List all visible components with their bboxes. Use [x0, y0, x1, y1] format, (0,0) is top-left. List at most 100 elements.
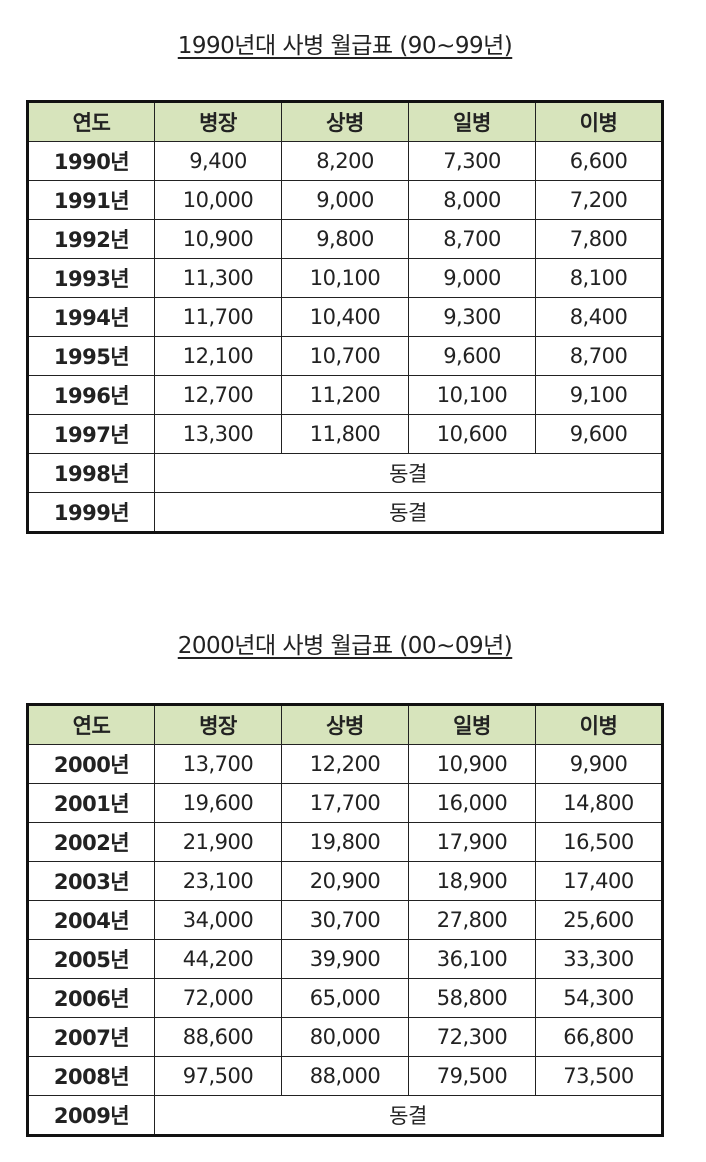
- header-row: 연도 병장 상병 일병 이병: [27, 704, 663, 745]
- year-cell: 1995년: [27, 336, 155, 376]
- salary-cell: 16,500: [535, 822, 663, 862]
- salary-cell: 13,300: [154, 414, 282, 454]
- salary-cell: 10,100: [281, 258, 409, 298]
- salary-cell: 88,000: [281, 1056, 409, 1096]
- header-row: 연도 병장 상병 일병 이병: [27, 101, 663, 142]
- salary-table-1990s: 연도 병장 상병 일병 이병 1990년 9,400 8,200 7,300 6,600 1991년…: [26, 100, 664, 534]
- salary-cell: 16,000: [408, 783, 536, 823]
- column-header: 상병: [281, 704, 409, 745]
- table-row: 2000년 13,700 12,200 10,900 9,900: [27, 744, 663, 784]
- year-cell: 2008년: [27, 1056, 155, 1096]
- salary-cell: 21,900: [154, 822, 282, 862]
- salary-cell: 73,500: [535, 1056, 663, 1096]
- year-cell: 2005년: [27, 939, 155, 979]
- table-title-2000s: 2000년대 사병 월급표 (00~09년): [177, 633, 513, 659]
- year-cell: 1991년: [27, 180, 155, 220]
- salary-cell: 10,000: [154, 180, 282, 220]
- salary-cell: 39,900: [281, 939, 409, 979]
- salary-cell: 8,100: [535, 258, 663, 298]
- salary-cell: 17,700: [281, 783, 409, 823]
- table-row: 2008년 97,500 88,000 79,500 73,500: [27, 1056, 663, 1096]
- table-row: 2009년 동결: [27, 1095, 663, 1136]
- year-cell: 1992년: [27, 219, 155, 259]
- year-cell: 1996년: [27, 375, 155, 415]
- salary-cell: 27,800: [408, 900, 536, 940]
- frozen-cell: 동결: [154, 453, 663, 493]
- year-cell: 2007년: [27, 1017, 155, 1057]
- salary-cell: 19,800: [281, 822, 409, 862]
- salary-cell: 80,000: [281, 1017, 409, 1057]
- column-header: 연도: [27, 101, 155, 142]
- salary-cell: 9,100: [535, 375, 663, 415]
- salary-cell: 58,800: [408, 978, 536, 1018]
- table-row: 2004년 34,000 30,700 27,800 25,600: [27, 900, 663, 940]
- table-row: 2002년 21,900 19,800 17,900 16,500: [27, 822, 663, 862]
- salary-cell: 10,600: [408, 414, 536, 454]
- salary-cell: 34,000: [154, 900, 282, 940]
- salary-cell: 8,700: [408, 219, 536, 259]
- salary-cell: 66,800: [535, 1017, 663, 1057]
- table-row: 1994년 11,700 10,400 9,300 8,400: [27, 297, 663, 337]
- year-cell: 2004년: [27, 900, 155, 940]
- salary-cell: 9,600: [408, 336, 536, 376]
- salary-cell: 11,300: [154, 258, 282, 298]
- table-title-1990s: 1990년대 사병 월급표 (90~99년): [177, 33, 513, 59]
- column-header: 이병: [535, 704, 663, 745]
- table-row: 1991년 10,000 9,000 8,000 7,200: [27, 180, 663, 220]
- table-row: 2005년 44,200 39,900 36,100 33,300: [27, 939, 663, 979]
- table-row: 2003년 23,100 20,900 18,900 17,400: [27, 861, 663, 901]
- salary-cell: 18,900: [408, 861, 536, 901]
- year-cell: 2002년: [27, 822, 155, 862]
- salary-cell: 12,700: [154, 375, 282, 415]
- salary-cell: 44,200: [154, 939, 282, 979]
- table-row: 1995년 12,100 10,700 9,600 8,700: [27, 336, 663, 376]
- salary-cell: 8,700: [535, 336, 663, 376]
- year-cell: 2009년: [27, 1095, 155, 1136]
- year-cell: 1999년: [27, 492, 155, 533]
- salary-cell: 10,900: [408, 744, 536, 784]
- salary-cell: 11,700: [154, 297, 282, 337]
- column-header: 일병: [408, 101, 536, 142]
- salary-cell: 36,100: [408, 939, 536, 979]
- salary-cell: 11,800: [281, 414, 409, 454]
- table-row: 1999년 동결: [27, 492, 663, 533]
- salary-cell: 12,100: [154, 336, 282, 376]
- table-row: 2007년 88,600 80,000 72,300 66,800: [27, 1017, 663, 1057]
- salary-cell: 10,100: [408, 375, 536, 415]
- table-row: 2006년 72,000 65,000 58,800 54,300: [27, 978, 663, 1018]
- salary-cell: 10,700: [281, 336, 409, 376]
- salary-cell: 9,900: [535, 744, 663, 784]
- frozen-cell: 동결: [154, 492, 663, 533]
- salary-cell: 20,900: [281, 861, 409, 901]
- year-cell: 1990년: [27, 141, 155, 181]
- salary-cell: 13,700: [154, 744, 282, 784]
- salary-cell: 9,000: [408, 258, 536, 298]
- salary-cell: 65,000: [281, 978, 409, 1018]
- salary-cell: 12,200: [281, 744, 409, 784]
- column-header: 상병: [281, 101, 409, 142]
- year-cell: 2001년: [27, 783, 155, 823]
- salary-cell: 11,200: [281, 375, 409, 415]
- year-cell: 2000년: [27, 744, 155, 784]
- year-cell: 1994년: [27, 297, 155, 337]
- salary-cell: 9,000: [281, 180, 409, 220]
- table-row: 1997년 13,300 11,800 10,600 9,600: [27, 414, 663, 454]
- salary-cell: 79,500: [408, 1056, 536, 1096]
- salary-cell: 72,000: [154, 978, 282, 1018]
- salary-table-2000s: 연도 병장 상병 일병 이병 2000년 13,700 12,200 10,900 9,900 20…: [26, 703, 664, 1137]
- salary-cell: 10,400: [281, 297, 409, 337]
- salary-cell: 8,000: [408, 180, 536, 220]
- year-cell: 2006년: [27, 978, 155, 1018]
- column-header: 연도: [27, 704, 155, 745]
- salary-cell: 88,600: [154, 1017, 282, 1057]
- table-row: 1990년 9,400 8,200 7,300 6,600: [27, 141, 663, 181]
- year-cell: 2003년: [27, 861, 155, 901]
- salary-cell: 8,200: [281, 141, 409, 181]
- salary-cell: 9,300: [408, 297, 536, 337]
- salary-cell: 17,400: [535, 861, 663, 901]
- column-header: 이병: [535, 101, 663, 142]
- table-row: 1998년 동결: [27, 453, 663, 493]
- frozen-cell: 동결: [154, 1095, 663, 1136]
- salary-cell: 19,600: [154, 783, 282, 823]
- year-cell: 1997년: [27, 414, 155, 454]
